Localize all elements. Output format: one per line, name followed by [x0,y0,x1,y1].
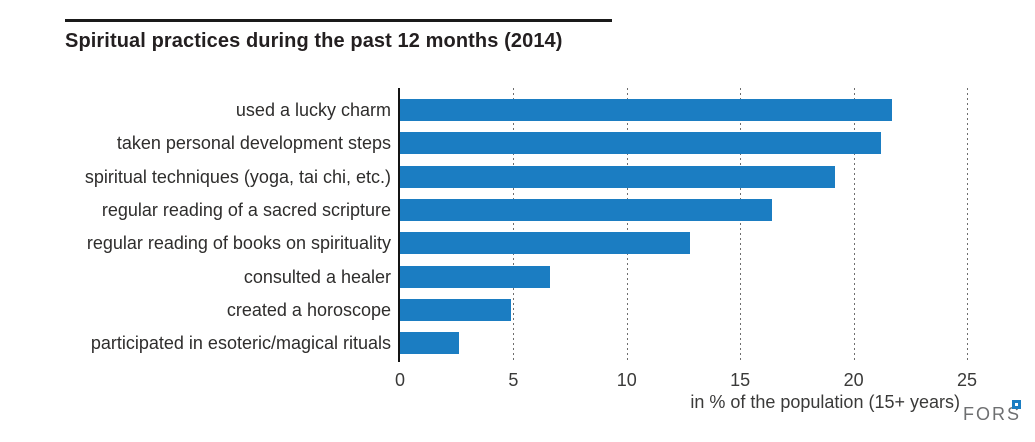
gridline-25 [967,88,968,362]
x-tick-label-25: 25 [956,370,978,390]
gridline-20 [853,88,855,362]
bar [400,232,691,255]
x-tick-label-10: 10 [616,370,637,390]
bar [400,165,836,188]
category-label: created a horoscope [226,299,391,320]
category-label: regular reading of a sacred scripture [101,199,391,220]
category-label: spiritual techniques (yoga, tai chi, etc… [84,166,391,187]
x-tick-label-15: 15 [730,370,751,390]
chart-title: Spiritual practices during the past 12 m… [65,30,563,52]
plot-area [398,88,972,362]
category-label: participated in esoteric/magical rituals [90,333,391,354]
bar [400,198,772,221]
bar [400,99,893,121]
category-label: regular reading of books on spirituality [86,233,391,254]
title-rule [65,19,612,22]
fors-logo-icon [1012,400,1021,409]
bar [400,332,459,355]
category-label: consulted a healer [243,266,391,287]
x-axis-ticks: 0 5 10 15 20 25 [395,369,977,391]
x-tick-label-5: 5 [508,370,519,390]
fors-logo-text: FORS [963,404,1022,424]
gridline-10 [626,88,628,362]
bar [400,265,550,288]
category-label: used a lucky charm [235,100,391,120]
gridline-15 [740,88,742,362]
x-tick-label-20: 20 [843,370,864,390]
x-axis-label: in % of the population (15+ years) [690,392,960,412]
bar [400,132,881,155]
category-label: taken personal development steps [116,133,391,154]
bar [400,298,512,321]
fors-logo-icon-dot [1015,403,1018,406]
gridline-5 [513,88,515,362]
x-tick-label-0: 0 [394,370,406,390]
